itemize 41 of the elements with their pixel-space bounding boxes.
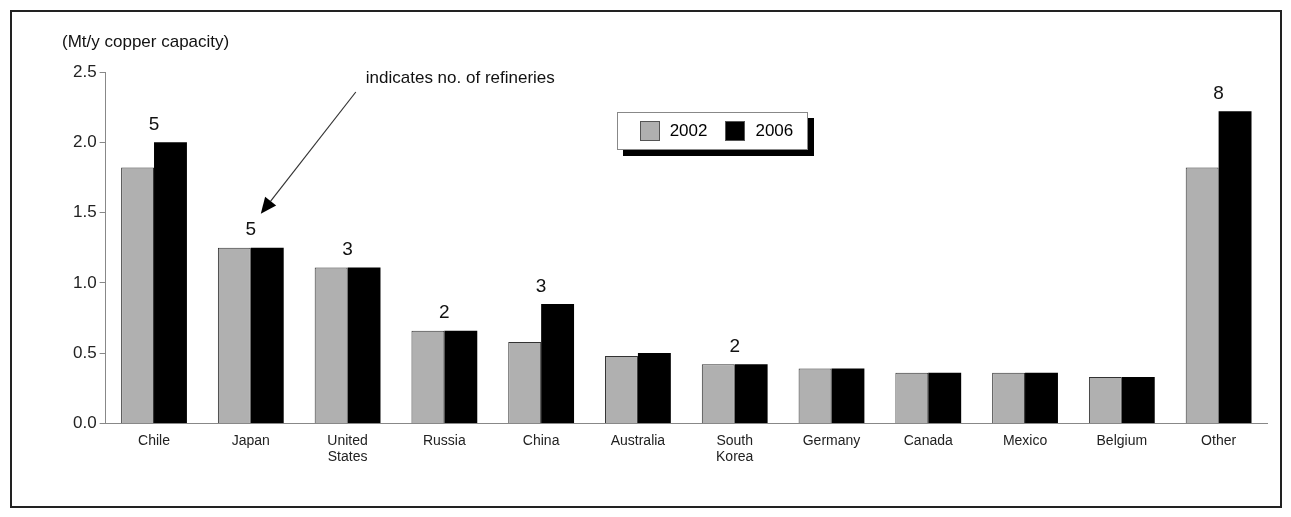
annotation: 2 — [439, 301, 450, 323]
annotation: 8 — [1213, 82, 1224, 104]
annotation: 3 — [342, 238, 353, 260]
bar — [1218, 111, 1252, 423]
annotation: 2 — [729, 335, 740, 357]
bar — [250, 247, 284, 423]
bar — [1025, 372, 1058, 423]
x-tick-label: South Korea — [716, 431, 754, 465]
annotation: 5 — [245, 218, 257, 240]
bar — [928, 372, 962, 423]
bar — [444, 330, 478, 423]
bar — [831, 368, 865, 423]
annotation: 5 — [148, 113, 160, 135]
x-tick-label: United States — [327, 431, 368, 465]
x-tick-label: Japan — [231, 431, 270, 448]
legend-label: 2006 — [755, 121, 794, 141]
annotation: 3 — [535, 274, 547, 296]
bar — [154, 142, 187, 423]
x-tick-label: Mexico — [1002, 431, 1048, 448]
y-tick-label: 2.0 — [72, 131, 97, 151]
bar — [541, 303, 575, 423]
x-tick-label: Chile — [138, 431, 171, 448]
x-tick-label: Australia — [610, 431, 666, 448]
x-tick-label: Belgium — [1096, 431, 1148, 448]
legend-label: 2002 — [669, 121, 708, 141]
bar — [347, 267, 381, 423]
bar — [637, 353, 671, 423]
x-tick-label: Other — [1201, 431, 1237, 448]
x-tick-label: China — [522, 431, 560, 448]
bar — [1121, 377, 1155, 423]
x-tick-label: Russia — [422, 431, 466, 448]
y-tick-label: 0.5 — [72, 342, 97, 362]
y-tick-label: 1.5 — [72, 202, 97, 222]
x-tick-label: Canada — [903, 431, 953, 448]
y-axis-title: (Mt/y copper capacity) — [62, 31, 230, 51]
y-tick-label: 1.0 — [72, 272, 97, 292]
x-tick-label: Germany — [802, 431, 861, 448]
y-tick-label: 2.5 — [72, 61, 97, 81]
y-tick-label: 0.0 — [72, 413, 97, 433]
annotation: indicates no. of refineries — [365, 67, 555, 87]
bar — [734, 364, 768, 423]
